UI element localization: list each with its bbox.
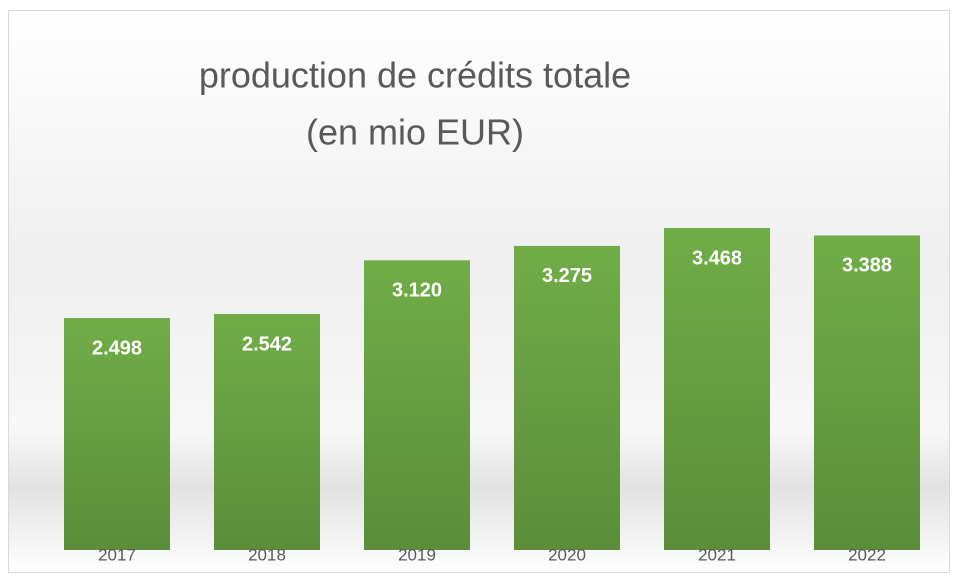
chart-subtitle: (en mio EUR) [306,112,524,153]
x-tick-label: 2021 [698,545,736,564]
data-label: 2.498 [92,337,142,359]
bar [214,313,320,550]
bar [664,228,770,550]
bar [514,245,620,550]
x-tick-label: 2020 [548,545,586,564]
data-label: 3.120 [392,280,442,302]
bar [364,260,470,550]
bar [814,235,920,550]
chart-title: production de crédits totale [199,55,631,96]
x-tick-label: 2017 [98,545,136,564]
x-tick-label: 2022 [848,545,886,564]
data-label: 3.275 [542,265,592,287]
data-label: 2.542 [242,333,292,355]
data-label: 3.468 [692,247,742,269]
data-label: 3.388 [842,255,892,277]
bar [64,318,170,550]
x-tick-label: 2019 [398,545,436,564]
x-tick-label: 2018 [248,545,286,564]
